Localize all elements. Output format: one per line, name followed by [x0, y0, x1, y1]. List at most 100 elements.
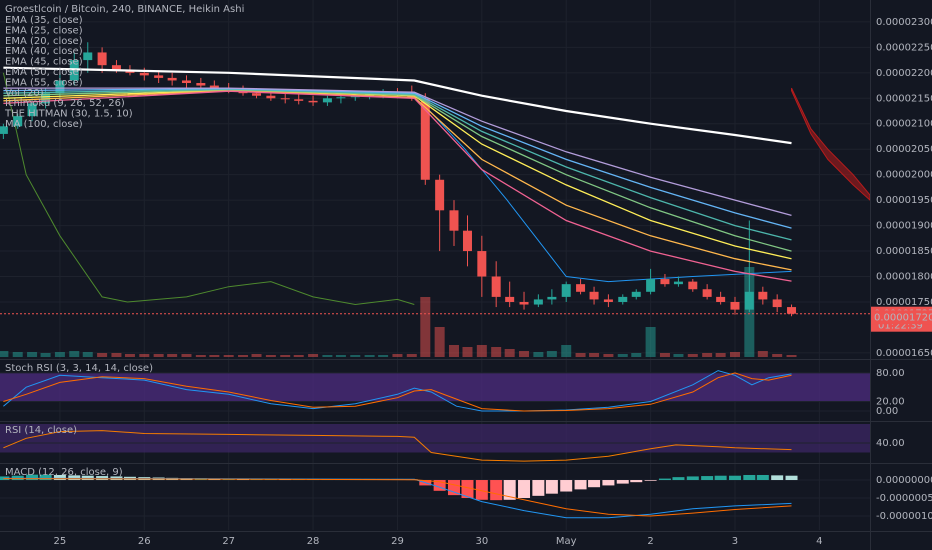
macd-bar	[644, 480, 657, 481]
candle-body	[55, 80, 65, 94]
series-line	[3, 372, 792, 412]
volume-bar	[139, 354, 150, 357]
macd-bar	[545, 480, 558, 494]
candle-body	[0, 126, 8, 134]
candle-body	[631, 291, 641, 297]
volume-bar	[659, 353, 670, 357]
volume-bar	[378, 355, 389, 357]
volume-bar	[729, 352, 740, 357]
candle-body	[744, 291, 754, 310]
macd-bar	[490, 480, 503, 501]
macd-bar	[81, 475, 94, 481]
macd-bar	[447, 480, 460, 496]
legend-entry: EMA (45, close)	[5, 57, 83, 68]
candle-body	[519, 301, 529, 305]
price-marker-box	[871, 310, 932, 325]
volume-bar	[673, 354, 684, 357]
volume-bar	[251, 354, 262, 357]
candle-body	[181, 80, 191, 84]
candle-body	[449, 210, 459, 231]
ema-line	[3, 90, 792, 282]
volume-bar	[533, 352, 544, 357]
y-tick-label: 0.00001950	[876, 195, 932, 206]
macd-bar	[53, 474, 66, 481]
series-line	[3, 478, 792, 517]
macd-bar	[686, 476, 699, 481]
macd-bar	[503, 480, 516, 500]
volume-bar	[209, 355, 220, 357]
volume-bar	[603, 354, 614, 357]
legend-entry: EMA (50, close)	[5, 67, 83, 78]
volume-bar	[223, 355, 234, 357]
macd-bar	[630, 480, 643, 483]
legend-entry: EMA (20, close)	[5, 36, 83, 47]
volume-bar	[617, 354, 628, 357]
volume-bar	[772, 354, 783, 357]
legend-entry: EMA (40, close)	[5, 46, 83, 57]
macd-bar	[26, 474, 39, 481]
volume-bar	[40, 353, 51, 357]
candle-body	[435, 179, 445, 211]
macd-bar	[616, 480, 629, 484]
volume-bar	[350, 355, 361, 357]
volume-bar	[280, 355, 291, 357]
volume-bar	[392, 354, 403, 357]
ema-line	[3, 87, 792, 217]
macd-bar	[39, 474, 52, 481]
y-tick-label: -0.00000100	[876, 511, 932, 522]
x-tick-label: 29	[391, 536, 404, 547]
y-tick-label: 0.00001900	[876, 221, 932, 232]
x-tick-label: 27	[222, 536, 235, 547]
volume-bar	[462, 347, 473, 357]
volume-bar	[54, 352, 65, 357]
candle-body	[491, 276, 501, 297]
volume-bar	[124, 354, 135, 357]
candle-body	[576, 284, 586, 292]
y-tick-label: 40.00	[876, 438, 905, 449]
volume-bar	[308, 354, 319, 357]
candle-body	[252, 93, 262, 96]
volume-bar	[153, 354, 164, 357]
candle-body	[730, 301, 740, 310]
macd-bar	[602, 480, 615, 486]
pane	[0, 474, 870, 519]
macd-bar	[701, 476, 714, 481]
legend-entry: EMA (25, close)	[5, 25, 83, 36]
pane-title: MACD (12, 26, close, 9)	[5, 467, 123, 478]
volume-bar	[27, 352, 38, 357]
candle-body	[688, 281, 698, 290]
band	[0, 372, 870, 402]
volume-bar	[491, 347, 502, 357]
candle-body	[505, 296, 515, 302]
volume-bar	[757, 351, 768, 357]
volume-bar	[167, 354, 178, 357]
series-line	[3, 477, 792, 519]
candle-body	[196, 83, 206, 86]
volume-bar	[0, 351, 9, 357]
ma-line	[3, 66, 792, 145]
macd-bar	[461, 480, 474, 498]
volume-bar	[406, 354, 417, 357]
candle-body	[561, 284, 571, 297]
candle-body	[462, 230, 472, 252]
volume-bar	[476, 345, 487, 357]
series-line	[3, 370, 792, 412]
pane-title: Stoch RSI (3, 3, 14, 14, close)	[5, 363, 153, 374]
volume-bar	[448, 345, 459, 357]
volume-bar	[97, 353, 108, 357]
volume-bar	[181, 354, 192, 357]
band	[0, 424, 870, 453]
volume-bar	[12, 352, 23, 357]
candle-body	[787, 307, 797, 314]
candle-body	[266, 95, 276, 99]
candle-body	[603, 299, 613, 302]
macd-bar	[714, 475, 727, 481]
y-tick-label: 0.00001750	[876, 297, 932, 308]
volume-bar	[589, 353, 600, 357]
macd-bar	[433, 480, 446, 491]
candle-body	[533, 299, 543, 305]
candle-body	[702, 289, 712, 297]
macd-bar	[518, 480, 531, 498]
volume-bar	[702, 353, 713, 357]
x-tick-label: 28	[307, 536, 320, 547]
